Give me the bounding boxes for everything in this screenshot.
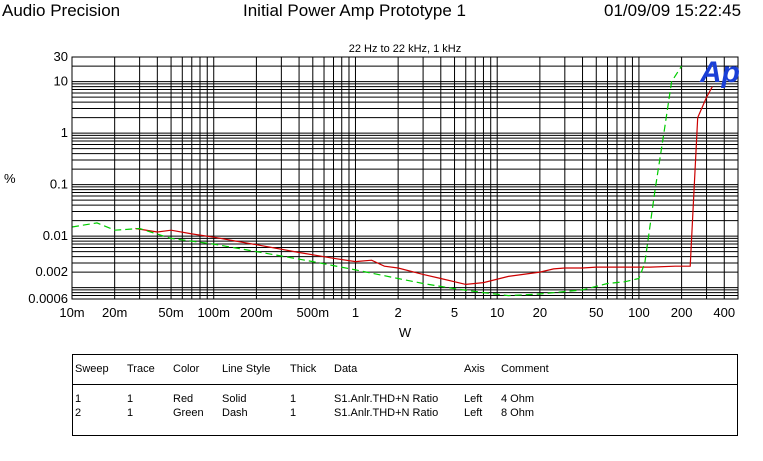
header-center-title: Initial Power Amp Prototype 1 xyxy=(243,1,467,20)
x-tick-label: 10m xyxy=(59,305,84,320)
plot-frame xyxy=(71,56,739,300)
legend-cell: S1.Anlr.THD+N Ratio xyxy=(334,407,439,419)
legend-cell: Dash xyxy=(222,407,248,419)
legend-header-cell: Comment xyxy=(501,363,549,375)
x-tick-label: 50 xyxy=(589,305,603,320)
chart-subtitle: 22 Hz to 22 kHz, 1 kHz xyxy=(349,43,462,55)
y-tick-label: 30 xyxy=(54,49,68,64)
series-line-green xyxy=(71,65,683,297)
y-tick-label: 10 xyxy=(54,74,68,89)
legend-cell: Left xyxy=(464,393,483,405)
x-tick-label: 10 xyxy=(490,305,504,320)
y-tick-label: 0.002 xyxy=(35,264,68,279)
x-tick-label: 20m xyxy=(102,305,127,320)
ap-logo: Ap xyxy=(699,56,740,89)
x-tick-label: 50m xyxy=(158,305,183,320)
thd-chart: 10m 20m 50m 100m 200m 500m 1 2 5 10 20 50 100 200 400 3… xyxy=(4,43,740,340)
legend-cell: Red xyxy=(173,393,194,405)
legend-cell: S1.Anlr.THD+N Ratio xyxy=(334,393,439,405)
legend-header-cell: Data xyxy=(334,363,358,375)
legend-cell: 1 xyxy=(127,407,134,419)
legend-table: Sweep Trace Color Line Style Thick Data Axis Co… xyxy=(72,354,738,436)
x-tick-label: 400 xyxy=(713,305,735,320)
legend-cell: 1 xyxy=(127,393,134,405)
legend-cell: 1 xyxy=(290,407,297,419)
legend-cell: 1 xyxy=(75,393,82,405)
legend-cell: Green xyxy=(173,407,204,419)
x-axis-label: W xyxy=(399,325,412,340)
x-tick-label: 200 xyxy=(671,305,693,320)
y-axis-label: % xyxy=(4,171,16,186)
x-tick-label: 100 xyxy=(628,305,650,320)
ticks-layer: 10m 20m 50m 100m 200m 500m 1 2 5 10 20 50 100 200 400 3… xyxy=(28,49,735,320)
y-tick-label: 0.0006 xyxy=(28,291,68,306)
y-tick-label: 0.01 xyxy=(43,228,68,243)
x-tick-label: 200m xyxy=(240,305,273,320)
legend-cell: Solid xyxy=(222,393,247,405)
x-tick-label: 1 xyxy=(352,305,359,320)
x-tick-label: 5 xyxy=(451,305,458,320)
legend-cell: 1 xyxy=(290,393,297,405)
x-tick-label: 20 xyxy=(533,305,547,320)
header-timestamp: 01/09/09 15:22:45 xyxy=(604,1,742,20)
series-layer xyxy=(71,65,713,297)
legend-header-cell: Sweep xyxy=(75,363,109,375)
x-tick-label: 2 xyxy=(395,305,402,320)
legend-header-cell: Line Style xyxy=(222,363,271,375)
x-tick-label: 100m xyxy=(197,305,230,320)
legend-header-cell: Thick xyxy=(290,363,317,375)
y-tick-label: 0.1 xyxy=(50,177,68,192)
legend-header-cell: Axis xyxy=(464,363,485,375)
legend-header-cell: Color xyxy=(173,363,200,375)
x-tick-label: 500m xyxy=(297,305,330,320)
legend-header-divider xyxy=(73,384,737,385)
legend-cell: Left xyxy=(464,407,483,419)
legend-cell: 4 Ohm xyxy=(501,393,535,405)
y-tick-label: 1 xyxy=(61,125,68,140)
legend-header-cell: Trace xyxy=(127,363,155,375)
grid-layer xyxy=(71,56,739,300)
series-line-red xyxy=(135,86,713,286)
legend-cell: 8 Ohm xyxy=(501,407,535,419)
legend-cell: 2 xyxy=(75,407,82,419)
header-left-title: Audio Precision xyxy=(2,1,121,20)
